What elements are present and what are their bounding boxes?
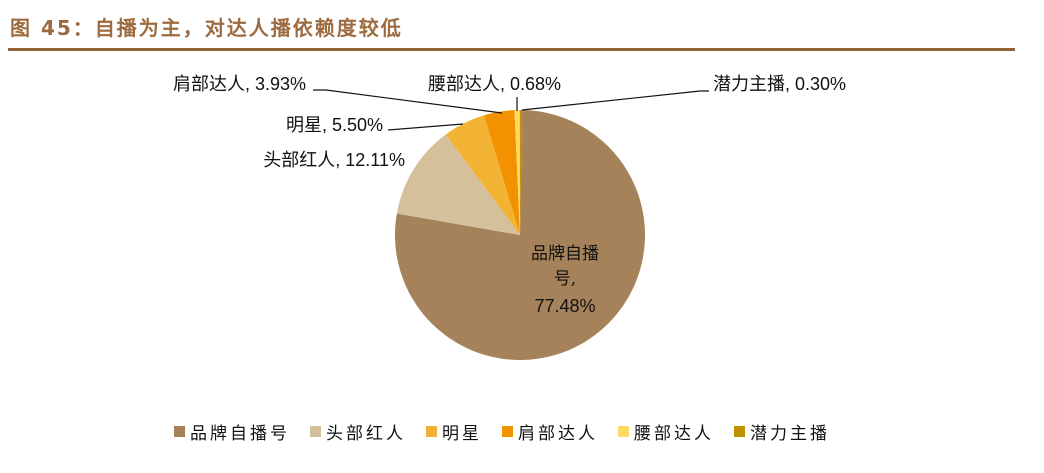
label-top-kol: 头部红人, 12.11% <box>263 150 405 170</box>
legend-swatch-potential <box>734 426 745 437</box>
label-potential: 潜力主播, 0.30% <box>713 74 846 94</box>
label-waist: 腰部达人, 0.68% <box>428 74 561 94</box>
legend-item-potential[interactable]: 潜力主播 <box>734 419 830 444</box>
label-star: 明星, 5.50% <box>286 115 383 135</box>
legend-swatch-top-kol <box>310 426 321 437</box>
label-brand-value: 77.48% <box>534 296 595 316</box>
leader-line-star <box>387 123 464 131</box>
legend-label: 潜力主播 <box>750 424 830 444</box>
legend: 品牌自播号 头部红人 明星 肩部达人 腰部达人 潜力主播 <box>174 419 850 444</box>
legend-swatch-star <box>426 426 437 437</box>
pie-slice-1 <box>396 134 520 235</box>
legend-item-waist[interactable]: 腰部达人 <box>618 419 714 444</box>
legend-swatch-waist <box>618 426 629 437</box>
pie-slice-2 <box>445 115 520 235</box>
figure-title: 图 45：自播为主，对达人播依赖度较低 <box>10 16 403 40</box>
label-brand-line1: 品牌自播 <box>531 244 599 264</box>
legend-item-top-kol[interactable]: 头部红人 <box>310 419 406 444</box>
legend-label: 腰部达人 <box>634 424 714 444</box>
pie-slice-3 <box>484 110 520 235</box>
pie-slice-0 <box>394 110 645 361</box>
pie-slice-5 <box>519 109 523 235</box>
legend-label: 肩部达人 <box>518 424 598 444</box>
legend-swatch-shoulder <box>502 426 513 437</box>
legend-item-brand-self[interactable]: 品牌自播号 <box>174 419 290 444</box>
legend-label: 品牌自播号 <box>190 424 290 444</box>
label-brand-line2: 号, <box>554 269 576 289</box>
legend-label: 头部红人 <box>326 424 406 444</box>
leader-line-shoulder <box>313 89 503 114</box>
pie-slice-4 <box>514 110 520 235</box>
label-shoulder: 肩部达人, 3.93% <box>173 74 306 94</box>
legend-label: 明星 <box>442 424 482 444</box>
title-divider <box>8 48 1015 51</box>
pie-slices <box>394 109 645 361</box>
legend-swatch-brand <box>174 426 185 437</box>
leader-line-potential <box>521 90 709 111</box>
legend-item-star[interactable]: 明星 <box>426 419 482 444</box>
legend-item-shoulder[interactable]: 肩部达人 <box>502 419 598 444</box>
